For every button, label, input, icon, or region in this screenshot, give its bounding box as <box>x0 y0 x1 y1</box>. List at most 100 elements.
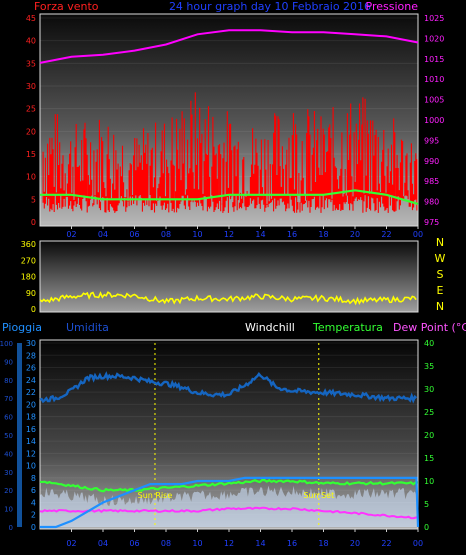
pressure-title: Pressione <box>366 0 419 13</box>
rain-axis-tick: 22 <box>26 388 36 397</box>
x-axis-tick: 06 <box>129 230 139 239</box>
x-axis-tick: 18 <box>318 539 328 548</box>
compass-label: E <box>437 284 444 297</box>
pressure-axis-tick: 995 <box>424 136 439 145</box>
x-axis-tick: 02 <box>66 230 76 239</box>
legend-umidita: Umidita <box>66 321 109 334</box>
direction-axis-tick: 270 <box>21 256 36 265</box>
wind-axis-tick: 45 <box>26 14 36 23</box>
x-axis-tick: 22 <box>381 539 391 548</box>
graph-date-title: 24 hour graph day 10 Febbraio 2016 <box>169 0 371 13</box>
legend-windchill: Windchill <box>245 321 295 334</box>
wind-axis-tick: 15 <box>26 150 36 159</box>
temperature-axis-tick: 20 <box>424 431 434 440</box>
temperature-axis-tick: 35 <box>424 362 434 371</box>
temperature-axis-tick: 30 <box>424 385 434 394</box>
rain-axis-tick: 16 <box>26 425 36 434</box>
pressure-axis-tick: 1025 <box>424 14 444 23</box>
rain-axis-tick: 0 <box>31 523 36 532</box>
x-axis-tick: 10 <box>192 230 202 239</box>
windchill-area <box>40 485 418 527</box>
x-axis-tick: 16 <box>287 230 297 239</box>
humidity-axis-tick: 70 <box>4 395 13 403</box>
pressure-axis-tick: 1000 <box>424 116 444 125</box>
temperature-axis-tick: 10 <box>424 477 434 486</box>
x-axis-tick: 20 <box>350 230 360 239</box>
rain-axis-tick: 12 <box>26 449 36 458</box>
humidity-axis-tick: 10 <box>4 506 13 514</box>
compass-label: W <box>435 252 446 265</box>
humidity-axis-tick: 0 <box>9 524 13 532</box>
direction-panel <box>39 240 419 313</box>
x-axis-tick: 20 <box>350 539 360 548</box>
temperature-axis-tick: 5 <box>424 500 429 509</box>
x-axis-tick: 08 <box>161 230 171 239</box>
pressure-axis-tick: 975 <box>424 218 439 227</box>
humidity-axis-tick: 80 <box>4 377 13 385</box>
humidity-axis-tick: 20 <box>4 487 13 495</box>
wind-axis-tick: 40 <box>26 37 36 46</box>
humidity-axis-tick: 100 <box>0 340 13 348</box>
x-axis-tick: 02 <box>66 539 76 548</box>
humidity-scale-bar <box>17 343 22 527</box>
wind-direction-line <box>39 291 417 306</box>
x-axis-tick: 12 <box>224 230 234 239</box>
pressure-axis-tick: 1015 <box>424 55 444 64</box>
wind-axis-tick: 35 <box>26 59 36 68</box>
wind-average-line <box>40 189 419 205</box>
wind-axis-tick: 30 <box>26 82 36 91</box>
direction-axis-tick: 0 <box>31 305 36 314</box>
direction-axis-tick: 360 <box>21 240 36 249</box>
pressure-axis-tick: 1005 <box>424 96 444 105</box>
x-axis-tick: 22 <box>381 230 391 239</box>
x-axis-tick: 12 <box>224 539 234 548</box>
direction-axis-tick: 180 <box>21 273 36 282</box>
x-axis-tick: 16 <box>287 539 297 548</box>
pressure-line <box>39 29 419 64</box>
temperature-axis-tick: 15 <box>424 454 434 463</box>
wind-axis-tick: 5 <box>31 195 36 204</box>
temperature-axis-tick: 25 <box>424 408 434 417</box>
humidity-axis-tick: 30 <box>4 469 13 477</box>
humidity-axis-tick: 40 <box>4 450 13 458</box>
wind-gust-bars <box>42 92 418 213</box>
humidity-axis-tick: 90 <box>4 358 13 366</box>
pressure-axis-tick: 980 <box>424 198 439 207</box>
compass-label: N <box>436 300 444 313</box>
wind-axis-tick: 25 <box>26 105 36 114</box>
compass-label: N <box>436 236 444 249</box>
legend-temperatura: Temperatura <box>312 321 383 334</box>
temperature-line <box>39 478 418 493</box>
rain-axis-tick: 4 <box>31 498 36 507</box>
rain-axis-tick: 10 <box>26 462 36 471</box>
wind-axis-tick: 20 <box>26 127 36 136</box>
rain-axis-tick: 8 <box>31 474 36 483</box>
temperature-axis-tick: 0 <box>424 523 429 532</box>
humidity-line <box>39 371 418 404</box>
sun-marker-label: Sun Set <box>303 491 334 500</box>
rain-axis-tick: 18 <box>26 413 36 422</box>
humidity-axis-tick: 50 <box>4 432 13 440</box>
x-axis-tick: 10 <box>192 539 202 548</box>
x-axis-tick: 04 <box>98 230 108 239</box>
wind-axis-tick: 10 <box>26 173 36 182</box>
pressure-axis-tick: 985 <box>424 177 439 186</box>
wind-title: Forza vento <box>34 0 99 13</box>
rain-axis-tick: 2 <box>31 511 36 520</box>
x-axis-tick: 06 <box>129 539 139 548</box>
x-axis-tick: 08 <box>161 539 171 548</box>
rain-axis-tick: 6 <box>31 486 36 495</box>
sun-marker-label: Sun Rise <box>138 491 173 500</box>
wind-axis-tick: 0 <box>31 218 36 227</box>
bottom-chart-layer: 0102030405060708090100024681012141618202… <box>0 339 434 548</box>
x-axis-tick: 14 <box>255 230 265 239</box>
temperature-axis-tick: 40 <box>424 339 434 348</box>
rain-line <box>40 476 420 529</box>
x-axis-tick: 04 <box>98 539 108 548</box>
direction-axis-tick: 90 <box>26 289 36 298</box>
legend-dewpoint: Dew Point (°C) <box>393 321 466 334</box>
pressure-axis-tick: 990 <box>424 157 439 166</box>
